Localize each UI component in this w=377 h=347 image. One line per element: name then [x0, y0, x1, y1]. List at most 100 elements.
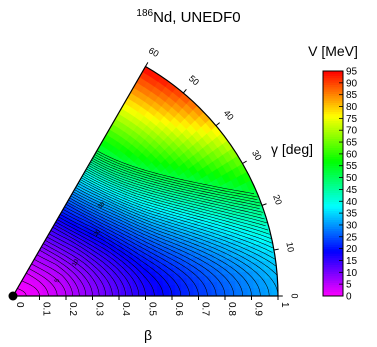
contour-line	[74, 189, 270, 297]
beta-tick-label: 0.9	[253, 302, 264, 316]
beta-axis-label: β	[144, 327, 152, 343]
colorbar-segment	[323, 215, 343, 218]
heatmap-cell	[163, 290, 170, 297]
contour-line	[94, 154, 258, 200]
gamma-tick-label: 40	[222, 108, 236, 122]
contour-line	[88, 165, 265, 220]
contour-line	[86, 168, 266, 227]
colorbar-segment	[323, 262, 343, 265]
colorbar-segment	[323, 264, 343, 268]
gamma-tick-label: 50	[187, 73, 201, 87]
colorbar-segment	[323, 244, 343, 247]
colorbar-tick-label: 60	[346, 149, 358, 160]
beta-tick-label: 0.7	[200, 302, 211, 316]
gamma-tick	[242, 160, 247, 164]
colorbar-segment	[323, 84, 343, 88]
colorbar-segment	[323, 260, 343, 263]
heatmap-cell	[180, 283, 188, 291]
colorbar-segment	[323, 152, 343, 155]
colorbar-tick-label: 35	[346, 209, 358, 220]
heatmap-cell	[222, 273, 230, 282]
colorbar-segment	[323, 118, 343, 121]
colorbar-segment	[323, 242, 343, 245]
heatmap-cell	[139, 291, 146, 297]
contour-line	[52, 226, 133, 297]
colorbar-segment	[323, 208, 343, 211]
contour-line	[95, 152, 258, 198]
beta-tick-label: 0.8	[226, 302, 237, 316]
colorbar-segment	[323, 210, 343, 214]
heatmap-cell	[168, 278, 176, 286]
colorbar-segment	[323, 253, 343, 256]
heatmap-cell	[127, 291, 134, 297]
contour-line	[84, 172, 270, 235]
contour-line	[31, 263, 67, 297]
contour-line	[79, 181, 276, 260]
heatmap-cell	[169, 290, 176, 297]
contour-line	[85, 170, 269, 231]
contour-line	[65, 203, 208, 297]
contour-line	[43, 243, 100, 297]
contour-line	[50, 230, 126, 297]
gamma-tick	[273, 248, 279, 251]
contour-line	[87, 166, 268, 224]
colorbar-segment	[323, 275, 343, 279]
heatmap-cell	[216, 280, 224, 290]
colorbar-segment	[323, 197, 343, 200]
colorbar-segment	[323, 93, 343, 97]
heatmap-cell	[126, 287, 134, 293]
heatmap-cell	[217, 288, 225, 297]
colorbar-segment	[323, 140, 343, 144]
colorbar-segment	[323, 255, 343, 259]
contour-line	[69, 197, 235, 297]
colorbar-segment	[323, 179, 343, 182]
colorbar-segment	[323, 120, 343, 124]
beta-tick-label: 0.6	[173, 302, 184, 316]
contour-labels: 5 10 20 30	[54, 201, 106, 284]
colorbar-segment	[323, 273, 343, 277]
contour-line	[80, 179, 273, 253]
colorbar-frame	[322, 70, 344, 297]
contour-line	[77, 183, 276, 267]
heatmap-cell	[145, 290, 152, 297]
colorbar-segment	[323, 145, 343, 148]
colorbar-segment	[323, 199, 343, 202]
colorbar-segment	[323, 176, 343, 180]
colorbar-segment	[323, 172, 343, 175]
colorbar-segment	[323, 125, 343, 128]
contour-line	[62, 209, 190, 297]
contour-label: 5	[54, 278, 61, 284]
colorbar-segment	[323, 233, 343, 236]
chart-title: 186Nd, UNEDF0	[0, 8, 377, 26]
contour-line	[93, 156, 262, 204]
colorbar-segment	[323, 98, 343, 101]
beta-ticks: 0 0.1 0.2 0.3 0.4 0.5 0.6 0.7 0.8 0.9 1	[12, 296, 290, 316]
sextant-frame	[11, 65, 279, 297]
gamma-tick-label: 60	[147, 45, 161, 59]
colorbar-segment	[323, 167, 343, 171]
colorbar-segment	[323, 235, 343, 238]
beta-tick-label: 1	[279, 302, 290, 308]
colorbar-segment	[323, 237, 343, 241]
heatmap-cell	[271, 286, 279, 297]
colorbar-segment	[323, 147, 343, 151]
colorbar-segment	[323, 278, 343, 281]
title-text: Nd, UNEDF0	[153, 9, 241, 26]
heatmap-cell	[191, 269, 200, 278]
heatmap-cell	[162, 284, 170, 292]
colorbar-tick-label: 75	[346, 114, 358, 125]
contour-line	[17, 288, 27, 296]
colorbar-segment	[323, 246, 343, 250]
colorbar-segment	[323, 188, 343, 191]
colorbar-segment	[323, 206, 343, 209]
heatmap-cell	[199, 288, 207, 297]
colorbar-tick-label: 70	[346, 126, 358, 137]
colorbar-segment	[323, 154, 343, 157]
colorbar-segment	[323, 143, 343, 146]
colorbar-segment	[323, 224, 343, 227]
colorbar-segment	[323, 86, 343, 90]
contour-line	[76, 185, 278, 276]
colorbar-segment	[323, 287, 343, 290]
beta-tick-label: 0.5	[147, 302, 158, 316]
